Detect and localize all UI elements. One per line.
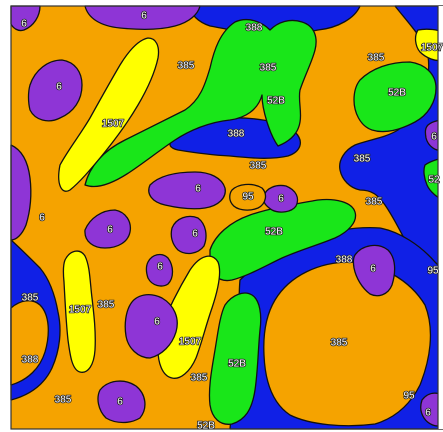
map-label: 6 — [56, 82, 62, 93]
map-label: 388 — [246, 23, 263, 34]
map-label: 6 — [425, 408, 431, 419]
map-zone-6-small-east — [262, 184, 299, 213]
map-zone-6-nw-interior — [27, 59, 83, 122]
map-label: 6 — [107, 225, 113, 236]
map-labels: 6 6 388 1507 6 385 385 385 52B 52B 1507 … — [20, 10, 443, 432]
map-label: 6 — [157, 262, 163, 273]
map-zone-6-south — [97, 380, 146, 424]
map-zone-385-southwest — [10, 300, 49, 386]
map-label: 52B — [228, 359, 246, 370]
map-label: 385 — [260, 63, 277, 74]
map-label: 385 — [354, 154, 371, 165]
map-zone-52B-central — [209, 198, 357, 282]
map-zone-52B-south — [208, 292, 262, 425]
map-label: 1507 — [421, 43, 443, 54]
map-label: 52B — [265, 227, 283, 238]
map-label: 6 — [39, 213, 45, 224]
map-zone-6-center-west — [84, 209, 132, 249]
map-label: 1507 — [179, 337, 202, 348]
map-zone-1507-northwest — [58, 37, 160, 192]
map-label: 385 — [178, 61, 195, 72]
map-label: 52B — [388, 88, 406, 99]
map-zone-6-mid — [145, 253, 174, 287]
map-label: 6 — [154, 317, 160, 328]
map-label: 388 — [22, 355, 39, 366]
map-zone-6-nw-corner — [10, 5, 41, 32]
map-label: 95 — [403, 391, 415, 402]
map-label: 388 — [228, 129, 245, 140]
map-zone-52B-northeast — [353, 61, 437, 133]
map-label: 385 — [366, 197, 383, 208]
map-label: 95 — [242, 192, 254, 203]
map-label: 1507 — [102, 119, 125, 130]
map-label: 385 — [250, 161, 267, 172]
map-label: 385 — [368, 53, 385, 64]
map-zone-95-center — [229, 183, 267, 211]
map-frame — [10, 5, 439, 430]
map-label: 52B — [267, 96, 285, 107]
map-label: 385 — [22, 293, 39, 304]
map-zone-52B-north — [84, 18, 317, 188]
map-label: 385 — [98, 300, 115, 311]
map-zone-6-east — [352, 244, 396, 297]
map-label: 52B — [197, 421, 215, 432]
map-label: 6 — [141, 11, 147, 22]
map-label: 52 — [428, 175, 440, 186]
map-zone-6-west — [10, 144, 32, 241]
map-zone-1507-east — [414, 28, 443, 62]
map-label: 95 — [427, 266, 439, 277]
map-label: 6 — [278, 194, 284, 205]
map-label: 6 — [21, 19, 27, 30]
map-label: 385 — [191, 373, 208, 384]
map-label: 6 — [195, 184, 201, 195]
map-zone-1507-west — [62, 250, 96, 373]
map-label: 6 — [370, 264, 376, 275]
map-label: 385 — [55, 395, 72, 406]
map-label: 1507 — [69, 305, 92, 316]
map-label: 388 — [336, 255, 353, 266]
map-zone-6-center — [170, 215, 207, 255]
map-zone-385-southeast — [263, 261, 432, 427]
map-zone-unlabeled-right-edge — [438, 6, 443, 429]
map-label: 6 — [192, 229, 198, 240]
map-label: 6 — [431, 132, 437, 143]
map-zone-6-center-north — [148, 171, 226, 210]
map-label: 385 — [331, 338, 348, 349]
map-zone-6-southwest — [124, 294, 178, 359]
map-zone-6-north — [84, 5, 201, 30]
map-label: 6 — [117, 397, 123, 408]
